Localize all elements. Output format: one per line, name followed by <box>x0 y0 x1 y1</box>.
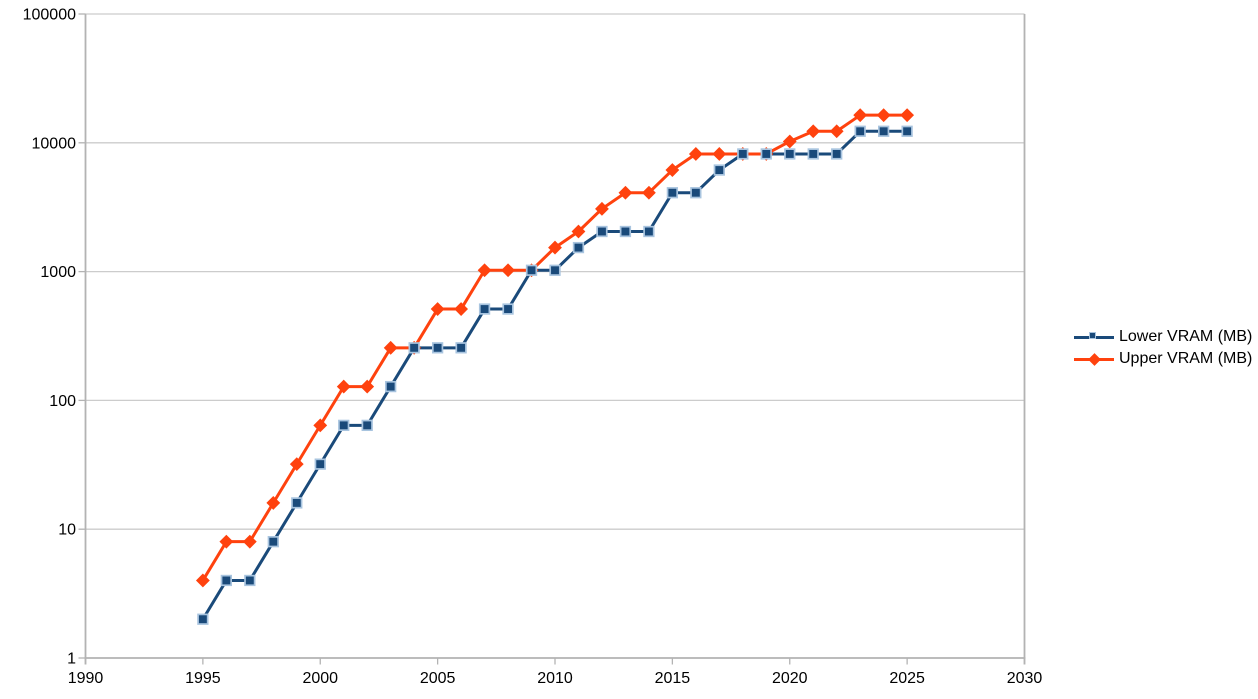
x-axis-label: 2010 <box>537 670 573 687</box>
square-marker-icon <box>572 241 585 254</box>
diamond-marker-icon <box>618 185 633 200</box>
diamond-marker-icon <box>806 124 821 139</box>
diamond-marker-icon <box>571 224 586 239</box>
legend-label-lower: Lower VRAM (MB) <box>1119 328 1253 345</box>
x-axis-label: 2000 <box>302 670 338 687</box>
y-axis-label: 100000 <box>23 7 76 24</box>
y-axis-label: 1 <box>67 651 76 668</box>
x-axis-label: 1990 <box>68 670 104 687</box>
diamond-marker-icon <box>477 263 492 278</box>
square-marker-icon <box>385 380 397 393</box>
diamond-marker-icon <box>501 263 515 278</box>
square-marker-icon <box>338 419 350 432</box>
square-marker-icon <box>760 148 772 160</box>
square-marker-icon <box>877 125 890 137</box>
square-marker-icon <box>314 458 326 470</box>
square-marker-icon <box>197 613 209 625</box>
y-axis-label: 10 <box>58 522 76 539</box>
x-axis-label: 2015 <box>655 670 691 687</box>
square-marker-icon <box>220 574 233 587</box>
series-line <box>201 113 908 582</box>
legend-label-upper: Upper VRAM (MB) <box>1119 350 1253 367</box>
square-marker-icon <box>525 264 538 276</box>
upper-series-sample <box>1074 352 1114 366</box>
square-marker-icon <box>713 164 725 176</box>
x-axis-label: 2020 <box>772 670 808 687</box>
diamond-marker-icon <box>688 147 703 161</box>
y-axis-label: 10000 <box>32 135 77 152</box>
square-marker-icon <box>408 342 420 354</box>
x-axis-label: 2030 <box>1007 670 1043 687</box>
diamond-marker-icon <box>219 534 234 549</box>
diamond-marker-icon <box>876 108 891 123</box>
square-marker-icon <box>549 264 561 276</box>
square-marker-icon <box>1089 332 1096 339</box>
diamond-marker-icon <box>712 147 727 161</box>
square-marker-icon <box>784 148 796 160</box>
square-marker-icon <box>431 342 444 354</box>
square-marker-icon <box>666 187 679 199</box>
lower-series-sample <box>1074 330 1114 344</box>
y-axis-label: 100 <box>49 393 76 410</box>
square-marker-icon <box>737 148 749 160</box>
square-marker-icon <box>267 536 279 548</box>
diamond-marker-icon <box>266 496 281 510</box>
square-marker-icon <box>455 342 467 354</box>
x-axis-label: 2005 <box>420 670 456 687</box>
square-marker-icon <box>643 225 655 238</box>
square-marker-icon <box>244 574 256 587</box>
square-marker-icon <box>478 303 491 315</box>
diamond-marker-icon <box>595 201 609 216</box>
square-marker-icon <box>854 125 866 137</box>
diamond-marker-icon <box>289 457 304 472</box>
diamond-marker-icon <box>665 163 680 177</box>
diamond-marker-icon <box>454 302 469 316</box>
diamond-marker-icon <box>313 418 328 433</box>
square-marker-icon <box>291 497 303 509</box>
diamond-marker-icon <box>430 302 445 316</box>
diamond-marker-icon <box>336 379 351 394</box>
diamond-marker-icon <box>853 108 868 123</box>
square-marker-icon <box>901 125 913 137</box>
square-marker-icon <box>807 148 819 160</box>
diamond-marker-icon <box>782 134 797 149</box>
diamond-marker-icon <box>641 185 656 200</box>
square-marker-icon <box>831 148 843 160</box>
x-axis-label: 1995 <box>185 670 221 687</box>
diamond-marker-icon <box>900 108 915 123</box>
square-marker-icon <box>361 419 373 432</box>
legend-item-lower-vram: Lower VRAM (MB) <box>1074 326 1252 348</box>
square-marker-icon <box>502 303 514 315</box>
diamond-marker-icon <box>360 379 375 394</box>
diamond-marker-icon <box>383 340 398 355</box>
y-axis-label: 1000 <box>40 264 76 281</box>
square-marker-icon <box>596 225 608 238</box>
legend: Lower VRAM (MB) Upper VRAM (MB) <box>1074 326 1252 370</box>
square-marker-icon <box>619 225 632 238</box>
x-axis-label: 2025 <box>889 670 925 687</box>
series-line <box>201 129 908 621</box>
legend-item-upper-vram: Upper VRAM (MB) <box>1074 348 1252 370</box>
diamond-marker-icon <box>548 240 562 255</box>
square-marker-icon <box>690 187 702 199</box>
diamond-marker-icon <box>1088 353 1101 366</box>
diamond-marker-icon <box>195 573 210 588</box>
diamond-marker-icon <box>829 124 844 139</box>
diamond-marker-icon <box>242 534 257 549</box>
